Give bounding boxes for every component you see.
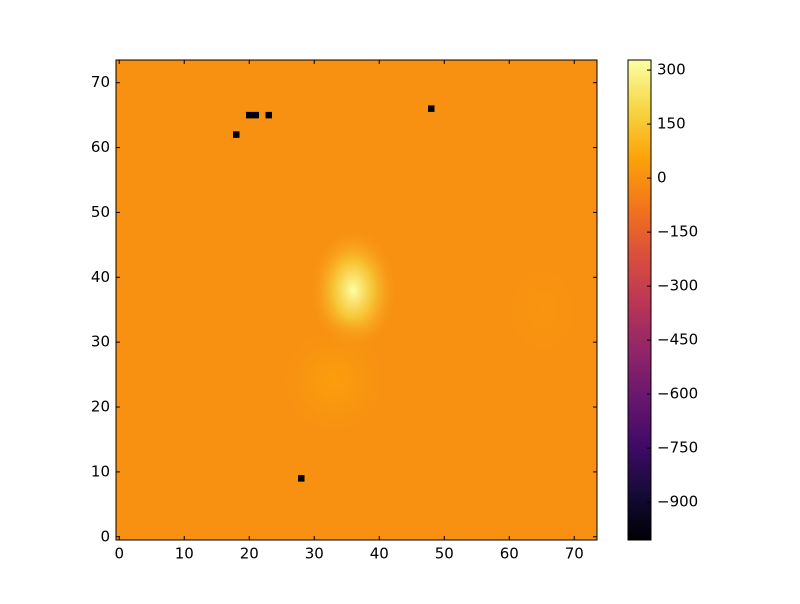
heatmap-pixel: [246, 111, 253, 119]
colorbar-tick-label: 300: [657, 61, 686, 79]
colorbar-tick-label: −150: [657, 223, 698, 241]
heatmap-blob: [268, 316, 399, 446]
colorbar-tick-label: −600: [657, 385, 698, 403]
x-tick-label: 60: [500, 545, 519, 563]
y-tick-label: 0: [100, 527, 110, 545]
y-tick-label: 10: [91, 462, 110, 480]
heatmap-pixel: [252, 111, 259, 119]
heatmap-pixel: [298, 475, 305, 482]
heatmap-pixel: [265, 111, 272, 119]
x-tick-label: 10: [175, 545, 194, 563]
colorbar-tick-label: −300: [657, 277, 698, 295]
x-tick-label: 0: [114, 545, 124, 563]
colorbar-tick-label: −450: [657, 331, 698, 349]
colorbar-tick-label: −750: [657, 439, 698, 457]
y-tick-label: 30: [91, 333, 110, 351]
y-tick-label: 60: [91, 138, 110, 156]
colorbar: [627, 59, 652, 541]
x-tick-label: 30: [305, 545, 324, 563]
x-tick-label: 50: [435, 545, 454, 563]
x-tick-label: 70: [565, 545, 584, 563]
heatmap-blob: [489, 244, 594, 375]
x-tick-label: 40: [370, 545, 389, 563]
colorbar-tick-label: 150: [657, 115, 686, 133]
colorbar-tick-label: −900: [657, 493, 698, 511]
heatmap-pixel: [428, 105, 435, 112]
heatmap-pixel: [233, 131, 240, 138]
plot-frame: [115, 59, 598, 541]
y-tick-label: 20: [91, 398, 110, 416]
y-tick-label: 70: [91, 73, 110, 91]
y-tick-label: 40: [91, 268, 110, 286]
colorbar-tick-label: 0: [657, 169, 667, 187]
x-tick-label: 20: [240, 545, 259, 563]
y-tick-label: 50: [91, 203, 110, 221]
